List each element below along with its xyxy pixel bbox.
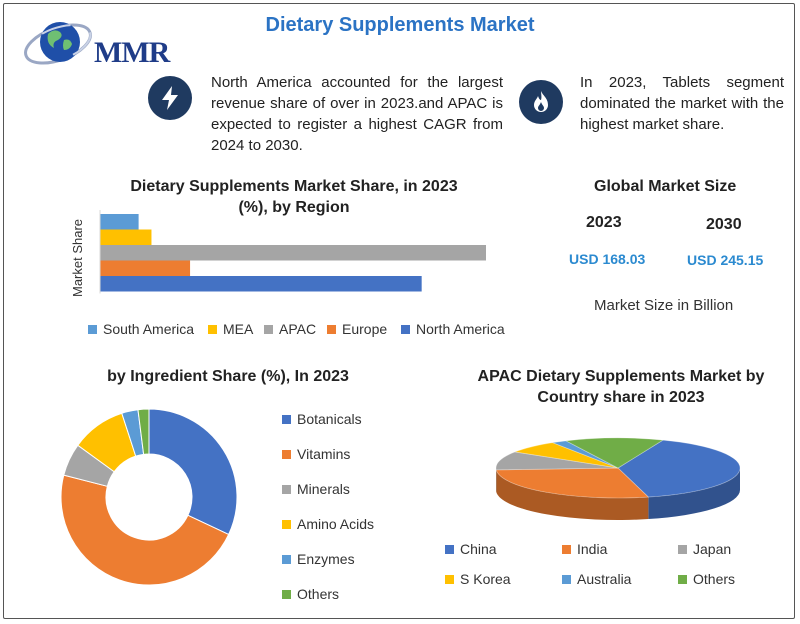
legend-label: Europe [342,321,388,337]
legend-item-europe: Europe [327,321,387,337]
legend-label: APAC [279,321,317,337]
global-market-title: Global Market Size [594,178,737,195]
donut-slice-botanicals [148,408,238,536]
ingredient-donut-chart [60,408,238,586]
page-title: Dietary Supplements Market [265,14,535,36]
mmr-logo [24,22,92,65]
pie-slice-s-korea [513,442,619,469]
legend-swatch [401,324,410,334]
legend-swatch [264,324,273,334]
legend-label: Others [693,571,736,587]
legend-item-china: China [445,541,497,557]
value-2023: USD 168.03 [569,251,646,267]
legend-label: China [460,541,497,557]
apac-chart-title: APAC Dietary Supplements Market by Count… [477,368,765,406]
region-chart-ylabel: Market Share [70,218,85,297]
bar-apac [100,245,486,261]
legend-item-japan: Japan [678,541,731,557]
pie-slice-japan [495,451,619,471]
legend-label: Amino Acids [297,516,375,532]
ingredient-chart-title: by Ingredient Share (%), In 2023 [107,368,349,385]
legend-item-minerals: Minerals [282,481,350,497]
legend-label: Minerals [297,481,350,497]
legend-swatch [562,544,571,554]
legend-item-north-america: North America [401,321,505,337]
legend-item-australia: Australia [562,571,631,587]
bar-south-america [100,214,139,230]
legend-label: South America [103,321,195,337]
lightning-icon [148,76,192,120]
legend-swatch [282,554,291,564]
legend-swatch [678,544,687,554]
legend-label: MEA [223,321,254,337]
pie-slice-india [495,467,650,499]
bar-mea [100,229,152,245]
legend-label: Vitamins [297,446,351,462]
legend-item-amino-acids: Amino Acids [282,516,374,532]
legend-label: Others [297,586,340,602]
highlight-text-segment: In 2023, Tablets segment dominated the m… [580,74,784,133]
apac-3d-pie-chart [495,437,741,520]
legend-label: S Korea [460,571,511,587]
legend-item-south-america: South America [88,321,194,337]
pie-slice-china [617,439,741,498]
legend-swatch [88,324,97,334]
donut-slice-vitamins [60,474,230,586]
legend-swatch [445,544,454,554]
legend-swatch [445,574,454,584]
legend-label: India [577,541,608,557]
region-chart-title: Dietary Supplements Market Share, in 202… [130,178,458,216]
legend-item-enzymes: Enzymes [282,551,355,567]
legend-label: Botanicals [297,411,362,427]
year-2030-label: 2030 [706,216,742,233]
legend-swatch [282,484,291,494]
legend-item-others: Others [282,586,339,602]
bar-europe [100,260,191,276]
logo-text: MMR [94,36,170,69]
legend-item-others: Others [678,571,735,587]
year-2023-label: 2023 [586,214,622,231]
page-frame [3,3,795,619]
region-bar-chart [99,210,486,294]
legend-swatch [282,449,291,459]
value-2030: USD 245.15 [687,252,764,268]
legend-label: Japan [693,541,732,557]
legend-item-botanicals: Botanicals [282,411,362,427]
legend-item-apac: APAC [264,321,316,337]
pie-slice-australia [551,440,619,469]
pie-side-china [648,468,740,520]
highlight-text-region: North America accounted for the largest … [211,74,503,154]
legend-item-vitamins: Vitamins [282,446,350,462]
pie-slice-others [564,437,665,469]
legend-swatch [678,574,687,584]
legend-swatch [562,574,571,584]
legend-swatch [327,324,336,334]
legend-item-mea: MEA [208,321,253,337]
legend-label: Enzymes [297,551,355,567]
legend-swatch [282,519,291,529]
legend-item-s-korea: S Korea [445,571,511,587]
legend-swatch [282,414,291,424]
donut-slice-others [137,408,150,455]
pie-side-india [496,469,649,520]
legend-label: North America [416,321,505,337]
legend-swatch [282,589,291,599]
flame-icon [519,80,563,124]
legend-label: Australia [577,571,632,587]
legend-item-india: India [562,541,607,557]
bar-north-america [100,276,422,292]
legend-swatch [208,324,217,334]
market-size-unit-note: Market Size in Billion [594,297,734,314]
